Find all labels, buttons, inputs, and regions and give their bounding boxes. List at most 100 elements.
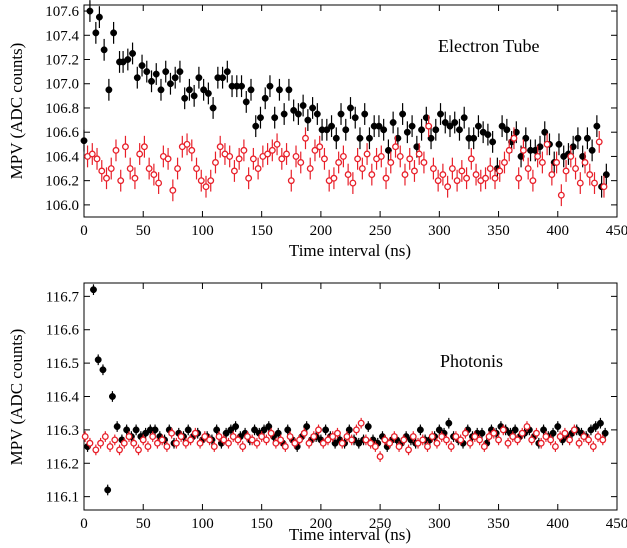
data-point bbox=[220, 436, 228, 444]
data-point bbox=[528, 436, 536, 444]
data-point bbox=[411, 167, 418, 175]
data-point bbox=[387, 159, 395, 166]
x-tick-label: 350 bbox=[487, 223, 510, 239]
data-point bbox=[361, 110, 369, 118]
data-point bbox=[81, 433, 89, 441]
data-point bbox=[176, 68, 184, 76]
data-point bbox=[478, 429, 486, 437]
data-point bbox=[273, 140, 281, 148]
data-point bbox=[144, 443, 152, 451]
data-point bbox=[447, 443, 455, 451]
x-axis-ticks: 0 50 100 150 200 250 300 350 400 450 bbox=[80, 5, 627, 239]
data-point bbox=[113, 423, 121, 430]
data-point bbox=[90, 286, 97, 294]
data-point bbox=[419, 436, 427, 444]
data-point bbox=[183, 140, 191, 148]
plot-frame bbox=[83, 4, 618, 218]
y-axis-ticks: 116.1 116.2 116.3 116.4 116.5 116.6 116.7 bbox=[46, 289, 617, 506]
data-point bbox=[547, 436, 555, 444]
data-point bbox=[93, 155, 101, 163]
data-point bbox=[541, 128, 549, 136]
data-point bbox=[299, 102, 307, 109]
data-point bbox=[501, 159, 508, 166]
data-point bbox=[504, 439, 512, 447]
data-point bbox=[510, 134, 518, 142]
data-point bbox=[458, 167, 466, 175]
data-point bbox=[275, 86, 283, 94]
data-point bbox=[103, 174, 110, 182]
data-point bbox=[300, 429, 308, 437]
data-point bbox=[536, 143, 544, 151]
data-point bbox=[264, 150, 272, 158]
data-point bbox=[580, 433, 588, 441]
data-point bbox=[345, 426, 353, 434]
x-tick-label: 200 bbox=[310, 223, 333, 239]
data-point bbox=[117, 177, 125, 185]
data-point bbox=[197, 177, 205, 185]
data-point bbox=[283, 150, 290, 158]
data-point bbox=[260, 426, 268, 434]
data-point bbox=[540, 426, 548, 434]
data-point bbox=[296, 436, 304, 444]
data-point bbox=[377, 152, 385, 160]
data-point bbox=[519, 146, 527, 154]
series-0 bbox=[84, 284, 609, 496]
data-point bbox=[461, 429, 469, 437]
data-point bbox=[337, 110, 345, 118]
data-point bbox=[284, 426, 292, 434]
data-point bbox=[583, 134, 591, 142]
data-point bbox=[389, 119, 397, 126]
data-point bbox=[555, 140, 563, 148]
data-point bbox=[425, 122, 433, 130]
data-point bbox=[204, 89, 212, 97]
data-point bbox=[463, 174, 471, 182]
data-point bbox=[244, 433, 251, 441]
data-point bbox=[201, 433, 209, 441]
data-point bbox=[169, 186, 177, 194]
data-point bbox=[136, 150, 144, 158]
data-point bbox=[534, 152, 542, 160]
data-point bbox=[424, 443, 431, 451]
data-point bbox=[111, 436, 119, 444]
data-point bbox=[400, 436, 408, 444]
data-point bbox=[330, 174, 338, 182]
data-point bbox=[286, 433, 294, 441]
data-point bbox=[415, 150, 423, 158]
data-point bbox=[99, 366, 107, 374]
data-point bbox=[98, 167, 106, 175]
data-point bbox=[514, 436, 521, 444]
data-point bbox=[522, 134, 530, 142]
data-point bbox=[476, 436, 484, 444]
x-axis-ticks: 0 50 100 150 200 250 300 350 400 450 bbox=[80, 283, 627, 532]
y-axis-label: MPV (ADC counts) bbox=[7, 43, 26, 180]
data-point bbox=[268, 146, 276, 154]
data-point bbox=[422, 114, 430, 122]
data-point bbox=[549, 429, 557, 437]
data-point bbox=[472, 171, 480, 179]
data-point bbox=[332, 134, 340, 142]
data-point bbox=[310, 433, 318, 441]
data-point bbox=[342, 126, 350, 134]
series-0 bbox=[80, 0, 610, 198]
photonis-panel: 0 50 100 150 200 250 300 350 400 450 116.1116.211… bbox=[7, 282, 627, 544]
data-point bbox=[230, 167, 238, 175]
data-point bbox=[191, 429, 199, 437]
data-point bbox=[112, 146, 120, 154]
data-point bbox=[355, 439, 363, 447]
data-point bbox=[432, 126, 440, 134]
data-point bbox=[593, 122, 601, 130]
data-point bbox=[86, 7, 94, 15]
data-point bbox=[572, 165, 579, 172]
series-1 bbox=[81, 417, 607, 462]
data-point bbox=[138, 62, 146, 70]
data-point bbox=[592, 423, 600, 430]
data-point bbox=[408, 122, 416, 130]
data-point bbox=[108, 393, 116, 400]
data-point bbox=[438, 433, 446, 441]
data-point bbox=[542, 433, 550, 441]
data-point bbox=[306, 165, 314, 172]
data-point bbox=[505, 146, 513, 154]
x-tick-label: 250 bbox=[369, 223, 392, 239]
data-point bbox=[210, 443, 218, 451]
data-point bbox=[240, 146, 248, 154]
